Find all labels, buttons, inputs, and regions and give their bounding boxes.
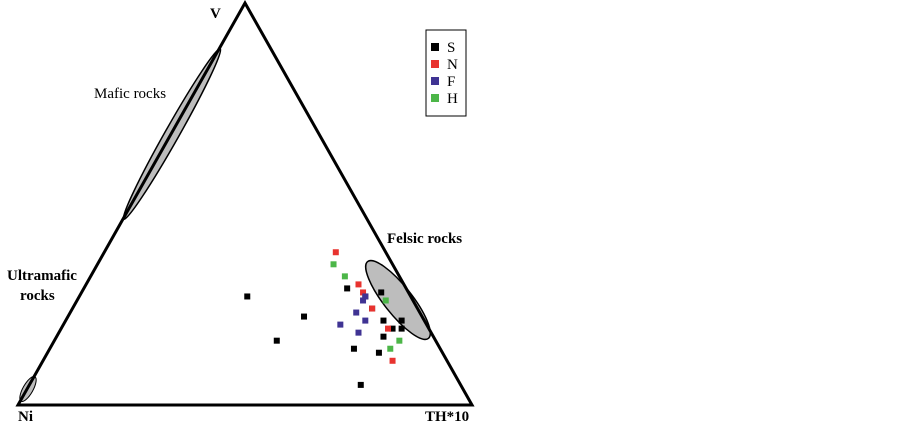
triangle <box>15 0 475 407</box>
point <box>382 297 389 304</box>
legend <box>425 29 467 117</box>
point <box>396 337 403 344</box>
point <box>332 249 339 256</box>
point <box>355 329 362 336</box>
legend-swatch <box>431 94 439 102</box>
legend-label: N <box>447 57 458 73</box>
point <box>337 321 344 328</box>
point <box>378 289 385 296</box>
point <box>385 325 392 332</box>
point <box>344 285 351 292</box>
point <box>387 345 394 352</box>
point <box>353 309 360 316</box>
vertex-label: TH*10 <box>425 409 469 425</box>
point <box>355 281 362 288</box>
point <box>341 273 348 280</box>
annotation: Felsic rocks <box>387 231 462 247</box>
legend-label: H <box>447 91 458 107</box>
point <box>350 345 357 352</box>
legend-swatch <box>431 43 439 51</box>
annotation: Ultramafic <box>7 268 77 284</box>
point <box>398 325 405 332</box>
point <box>362 293 369 300</box>
point <box>360 289 367 296</box>
vertex-label: Ni <box>18 409 33 425</box>
point <box>273 337 280 344</box>
point <box>360 297 367 304</box>
point <box>398 317 405 324</box>
vertex-label: V <box>210 6 221 22</box>
felsic-field <box>364 259 432 341</box>
legend-label: F <box>447 74 455 90</box>
point <box>380 333 387 340</box>
point <box>301 313 308 320</box>
point <box>369 305 376 312</box>
point <box>244 293 251 300</box>
point <box>362 317 369 324</box>
point <box>357 381 364 388</box>
annotation: Mafic rocks <box>94 86 166 102</box>
legend-label: S <box>447 40 455 56</box>
annotation: rocks <box>20 288 55 304</box>
legend-swatch <box>431 77 439 85</box>
point <box>380 317 387 324</box>
point <box>389 357 396 364</box>
point <box>375 349 382 356</box>
point <box>330 261 337 268</box>
point <box>389 325 396 332</box>
legend-swatch <box>431 60 439 68</box>
